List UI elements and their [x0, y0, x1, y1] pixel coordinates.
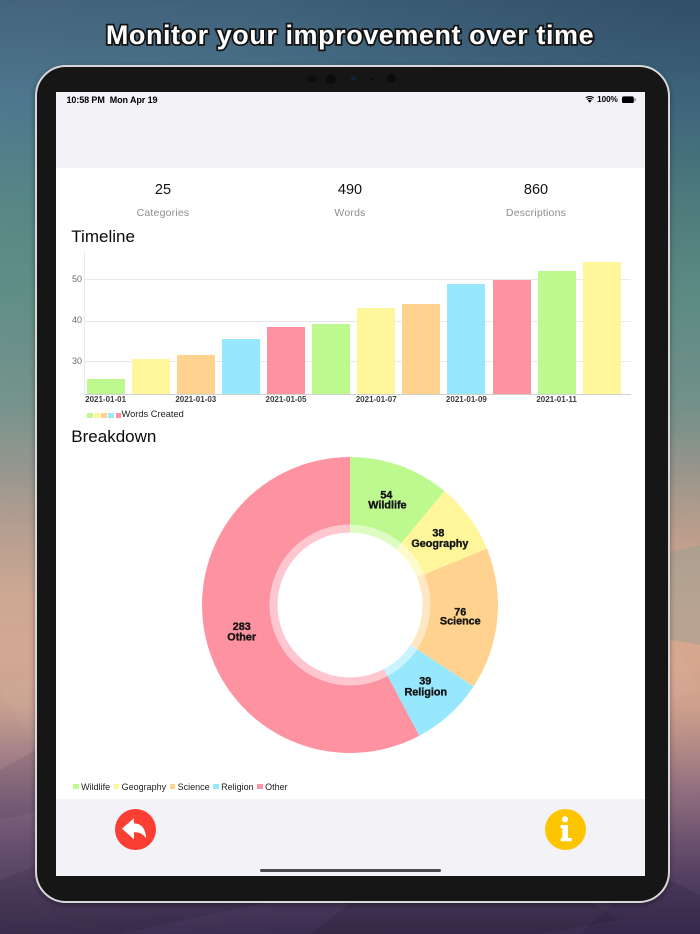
svg-text:76: 76: [454, 607, 466, 619]
svg-text:54: 54: [380, 489, 392, 501]
svg-text:Wildlife: Wildlife: [368, 500, 406, 512]
svg-text:39: 39: [419, 675, 431, 687]
svg-text:Religion: Religion: [405, 687, 448, 699]
svg-text:283: 283: [233, 621, 251, 633]
svg-text:Science: Science: [440, 616, 481, 628]
svg-text:Geography: Geography: [411, 538, 468, 550]
svg-text:38: 38: [432, 527, 444, 539]
svg-text:Other: Other: [227, 632, 257, 644]
